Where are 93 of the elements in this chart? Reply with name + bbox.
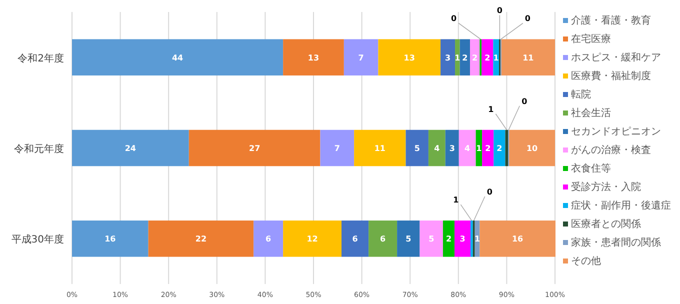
bar bbox=[501, 39, 555, 76]
legend-label: ホスピス・緩和ケア bbox=[571, 52, 661, 64]
bar bbox=[420, 220, 443, 257]
data-label: 2 bbox=[485, 144, 491, 153]
data-label: 44 bbox=[172, 53, 184, 62]
legend-label: 転院 bbox=[571, 88, 591, 100]
legend-label: 医療者との関係 bbox=[571, 218, 641, 230]
y-tick-label: 令和2年度 bbox=[18, 52, 64, 64]
legend-label: 衣食住等 bbox=[571, 162, 611, 174]
data-label: 2 bbox=[496, 144, 502, 153]
bar bbox=[480, 220, 556, 257]
bar bbox=[454, 220, 470, 257]
y-tick-label: 平成30年度 bbox=[11, 234, 64, 246]
data-label: 2 bbox=[462, 53, 468, 62]
data-label: 1 bbox=[476, 144, 482, 153]
data-label: 11 bbox=[522, 53, 534, 62]
bar bbox=[482, 130, 494, 166]
legend-label: 社会生活 bbox=[571, 107, 611, 119]
bar bbox=[72, 220, 148, 257]
data-label: 24 bbox=[124, 144, 136, 153]
bar bbox=[460, 39, 470, 76]
data-label: 13 bbox=[308, 53, 320, 62]
bar bbox=[406, 130, 428, 166]
data-label: 5 bbox=[428, 234, 435, 244]
data-label: 6 bbox=[380, 234, 386, 244]
y-tick-label: 令和元年度 bbox=[14, 143, 64, 155]
data-label: 0 bbox=[486, 188, 493, 197]
bar bbox=[368, 220, 398, 257]
legend-label: 介護・看護・教育 bbox=[571, 14, 651, 26]
data-label: 7 bbox=[358, 53, 364, 62]
data-label: 6 bbox=[266, 234, 272, 244]
data-label: 16 bbox=[104, 234, 116, 244]
bar bbox=[455, 39, 460, 76]
bar bbox=[482, 39, 494, 76]
data-label: 22 bbox=[195, 234, 207, 244]
bar bbox=[72, 39, 284, 76]
legend-label: がんの治療・検査 bbox=[571, 144, 651, 156]
bar bbox=[283, 220, 342, 257]
bar bbox=[72, 130, 189, 166]
bar bbox=[397, 220, 420, 257]
data-label: 12 bbox=[306, 234, 318, 244]
bar bbox=[148, 220, 254, 257]
data-label: 0 bbox=[496, 6, 503, 16]
bar bbox=[283, 39, 344, 76]
legend-label: 症状・副作用・後遺症 bbox=[571, 200, 671, 212]
bar bbox=[509, 130, 555, 166]
data-label: 2 bbox=[472, 53, 478, 62]
data-label: 13 bbox=[404, 53, 415, 62]
legend-label: 在宅医療 bbox=[571, 33, 611, 45]
legend-label: 受診方法・入院 bbox=[571, 181, 641, 193]
data-label: 11 bbox=[374, 144, 386, 153]
data-label: 3 bbox=[444, 53, 451, 62]
legend-label: 家族・患者間の関係 bbox=[571, 236, 661, 248]
bar bbox=[188, 130, 320, 166]
data-label: 6 bbox=[352, 234, 358, 244]
legend-label: その他 bbox=[571, 255, 601, 267]
bar bbox=[445, 130, 459, 166]
data-label: 1 bbox=[454, 53, 461, 62]
data-label: 4 bbox=[434, 144, 440, 153]
legend-label: セカンドオピニオン bbox=[571, 126, 661, 138]
bar bbox=[378, 39, 441, 76]
bar bbox=[470, 39, 480, 76]
data-label: 3 bbox=[460, 234, 466, 244]
bar bbox=[342, 220, 369, 257]
data-label: 2 bbox=[484, 53, 490, 62]
bar bbox=[442, 220, 455, 257]
data-label: 7 bbox=[334, 144, 340, 153]
data-label: 4 bbox=[464, 144, 471, 153]
bar bbox=[344, 39, 378, 76]
data-label: 1 bbox=[493, 53, 500, 62]
data-label: 10 bbox=[526, 144, 538, 153]
bar bbox=[320, 130, 354, 166]
data-label: 0 bbox=[451, 14, 458, 24]
data-label: 5 bbox=[414, 144, 420, 153]
data-label: 27 bbox=[249, 144, 260, 153]
data-label: 5 bbox=[406, 234, 412, 244]
bar bbox=[493, 39, 499, 76]
bar bbox=[458, 130, 476, 166]
bar bbox=[494, 130, 506, 166]
data-label: 0 bbox=[522, 96, 528, 106]
bar bbox=[354, 130, 406, 166]
data-label: 1 bbox=[453, 196, 460, 205]
data-label: 16 bbox=[512, 234, 524, 244]
bar bbox=[440, 39, 456, 76]
bar bbox=[428, 130, 446, 166]
data-label: 3 bbox=[449, 144, 455, 153]
legend-label: 医療費・福祉制度 bbox=[571, 70, 651, 82]
data-label: 1 bbox=[474, 234, 480, 244]
data-label: 1 bbox=[488, 104, 494, 114]
data-label: 0 bbox=[524, 14, 531, 24]
bar bbox=[470, 220, 473, 257]
data-label: 2 bbox=[446, 234, 452, 244]
bar bbox=[254, 220, 284, 257]
